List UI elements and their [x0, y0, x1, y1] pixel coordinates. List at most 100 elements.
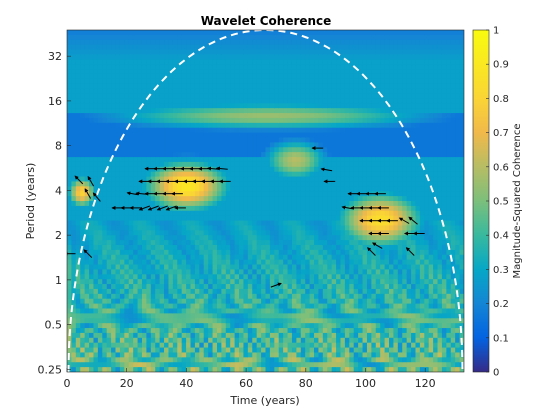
heatmap-cell: [137, 108, 143, 114]
heatmap-cell: [243, 337, 249, 344]
heatmap-cell: [124, 196, 130, 202]
heatmap-cell: [216, 69, 222, 75]
heatmap-cell: [141, 98, 147, 104]
heatmap-cell: [287, 205, 293, 212]
heatmap-cell: [128, 367, 134, 372]
heatmap-cell: [190, 64, 196, 70]
heatmap-cell: [102, 142, 108, 148]
heatmap-cell: [212, 308, 218, 314]
heatmap-cell: [212, 347, 218, 354]
heatmap-cell: [93, 93, 99, 99]
heatmap-cell: [336, 108, 342, 114]
heatmap-cell: [283, 264, 289, 270]
heatmap-cell: [353, 108, 359, 114]
heatmap-cell: [305, 54, 311, 60]
heatmap-cell: [358, 323, 364, 329]
heatmap-cell: [225, 288, 231, 295]
heatmap-cell: [164, 244, 170, 251]
heatmap-cell: [106, 196, 112, 202]
heatmap-cell: [291, 186, 297, 192]
heatmap-cell: [155, 313, 161, 319]
heatmap-cell: [155, 328, 161, 334]
heatmap-cell: [71, 122, 77, 129]
heatmap-cell: [371, 103, 377, 109]
heatmap-cell: [269, 132, 275, 139]
heatmap-cell: [146, 113, 152, 119]
heatmap-cell: [186, 201, 192, 207]
heatmap-cell: [322, 352, 328, 358]
heatmap-cell: [344, 171, 350, 178]
heatmap-cell: [358, 318, 364, 324]
heatmap-cell: [119, 342, 125, 349]
heatmap-cell: [305, 147, 311, 153]
heatmap-cell: [119, 171, 125, 178]
heatmap-cell: [296, 78, 302, 85]
heatmap-cell: [194, 220, 200, 227]
heatmap-cell: [119, 30, 125, 36]
heatmap-cell: [353, 215, 359, 222]
heatmap-cell: [261, 152, 267, 158]
heatmap-cell: [358, 259, 364, 266]
heatmap-cell: [366, 269, 372, 275]
heatmap-cell: [164, 132, 170, 139]
heatmap-cell: [146, 69, 152, 75]
heatmap-cell: [225, 181, 231, 187]
heatmap-cell: [322, 357, 328, 363]
heatmap-cell: [243, 113, 249, 119]
heatmap-cell: [305, 347, 311, 354]
heatmap-cell: [141, 54, 147, 60]
heatmap-cell: [344, 323, 350, 329]
heatmap-cell: [371, 176, 377, 183]
heatmap-cell: [366, 78, 372, 85]
heatmap-cell: [265, 230, 271, 236]
heatmap-cell: [199, 49, 205, 56]
heatmap-cell: [269, 235, 275, 241]
heatmap-cell: [234, 108, 240, 114]
heatmap-cell: [239, 161, 245, 168]
heatmap-cell: [190, 303, 196, 310]
heatmap-cell: [234, 274, 240, 280]
heatmap-cell: [322, 215, 328, 222]
heatmap-cell: [172, 54, 178, 60]
heatmap-cell: [340, 142, 346, 148]
heatmap-cell: [349, 176, 355, 183]
heatmap-cell: [111, 132, 117, 139]
heatmap-cell: [168, 54, 174, 60]
heatmap-cell: [190, 352, 196, 358]
heatmap-cell: [322, 274, 328, 280]
heatmap-cell: [349, 254, 355, 261]
heatmap-cell: [115, 127, 121, 134]
heatmap-cell: [221, 337, 227, 344]
heatmap-cell: [234, 269, 240, 275]
heatmap-cell: [349, 93, 355, 99]
heatmap-cell: [168, 254, 174, 261]
heatmap-cell: [190, 269, 196, 275]
heatmap-cell: [199, 64, 205, 70]
heatmap-cell: [150, 342, 156, 349]
heatmap-cell: [124, 103, 130, 109]
heatmap-cell: [375, 342, 381, 349]
heatmap-cell: [203, 161, 209, 168]
heatmap-cell: [216, 157, 222, 163]
heatmap-cell: [243, 288, 249, 295]
heatmap-cell: [194, 39, 200, 46]
heatmap-cell: [80, 254, 86, 261]
heatmap-cell: [344, 147, 350, 153]
heatmap-cell: [159, 293, 165, 300]
heatmap-cell: [269, 205, 275, 212]
heatmap-cell: [331, 352, 337, 358]
heatmap-cell: [221, 39, 227, 46]
heatmap-cell: [234, 191, 240, 197]
heatmap-cell: [247, 152, 253, 158]
heatmap-cell: [177, 69, 183, 75]
heatmap-cell: [269, 39, 275, 46]
heatmap-cell: [291, 259, 297, 266]
heatmap-cell: [344, 362, 350, 368]
heatmap-cell: [283, 117, 289, 124]
heatmap-cell: [234, 298, 240, 305]
heatmap-cell: [177, 64, 183, 70]
heatmap-cell: [353, 152, 359, 158]
heatmap-cell: [318, 147, 324, 153]
heatmap-cell: [186, 308, 192, 314]
heatmap-cell: [194, 166, 200, 173]
